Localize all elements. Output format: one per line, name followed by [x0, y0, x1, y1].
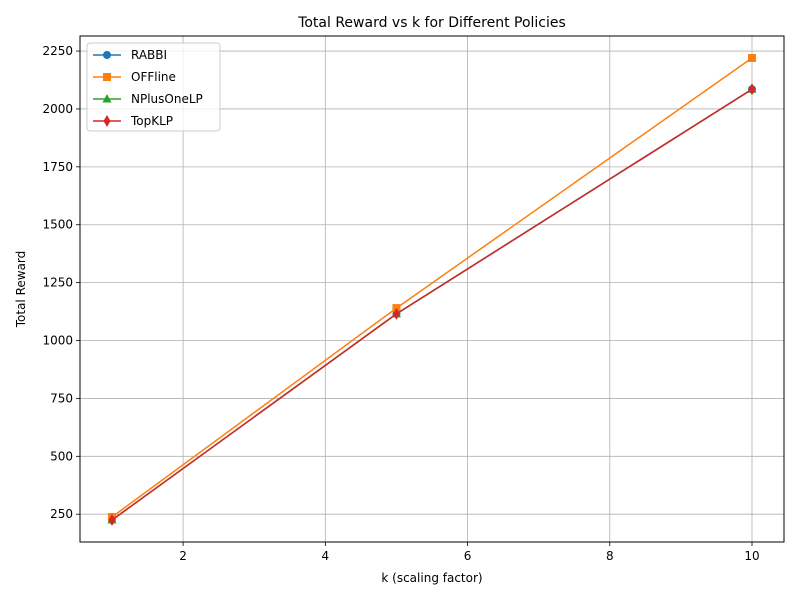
legend-label-rabbi: RABBI: [131, 48, 167, 62]
y-tick-label: 500: [50, 449, 73, 463]
data-point-topklp: [108, 514, 116, 526]
data-point-offline: [748, 54, 756, 62]
y-tick-label: 1250: [42, 276, 73, 290]
data-point-topklp: [392, 307, 400, 320]
y-tick-label: 2250: [42, 44, 73, 58]
series-layer: [107, 54, 757, 526]
y-tick-label: 2000: [42, 102, 73, 116]
y-tick-label: 1750: [42, 160, 73, 174]
legend-item-nplusonelp: NPlusOneLP: [93, 92, 203, 106]
x-tick-label: 10: [744, 549, 759, 563]
plot-frame: [79, 35, 785, 543]
legend-marker-rabbi: [103, 51, 111, 59]
legend-item-rabbi: RABBI: [93, 48, 167, 62]
legend-label-offline: OFFline: [131, 70, 176, 84]
x-tick-label: 2: [179, 549, 187, 563]
chart-title: Total Reward vs k for Different Policies: [297, 15, 566, 31]
legend-marker-nplusonelp: [102, 94, 112, 103]
legend-marker-topklp: [103, 115, 111, 127]
axes-ticks: 2 4 6 8 10 250 500 750 1000 1250 1500 1750 2000 2250: [42, 44, 759, 563]
y-tick-label: 1500: [42, 218, 73, 232]
y-tick-label: 250: [50, 507, 73, 521]
y-axis-label: Total Reward: [14, 251, 28, 329]
legend-label-nplusonelp: NPlusOneLP: [131, 92, 203, 106]
series-topklp: [108, 83, 756, 526]
x-axis-label: k (scaling factor): [381, 571, 482, 585]
legend-marker-offline: [103, 73, 111, 81]
legend-box: [86, 42, 221, 132]
x-tick-label: 6: [464, 549, 472, 563]
legend: RABBI OFFline NPlusOneLP TopKLP: [86, 42, 221, 132]
data-point-topklp: [748, 83, 756, 96]
legend-item-offline: OFFline: [93, 70, 176, 84]
legend-item-topklp: TopKLP: [93, 114, 173, 128]
x-tick-label: 4: [322, 549, 330, 563]
y-tick-label: 1000: [42, 334, 73, 348]
y-tick-label: 750: [50, 391, 73, 405]
x-tick-label: 8: [606, 549, 614, 563]
legend-label-topklp: TopKLP: [130, 114, 173, 128]
